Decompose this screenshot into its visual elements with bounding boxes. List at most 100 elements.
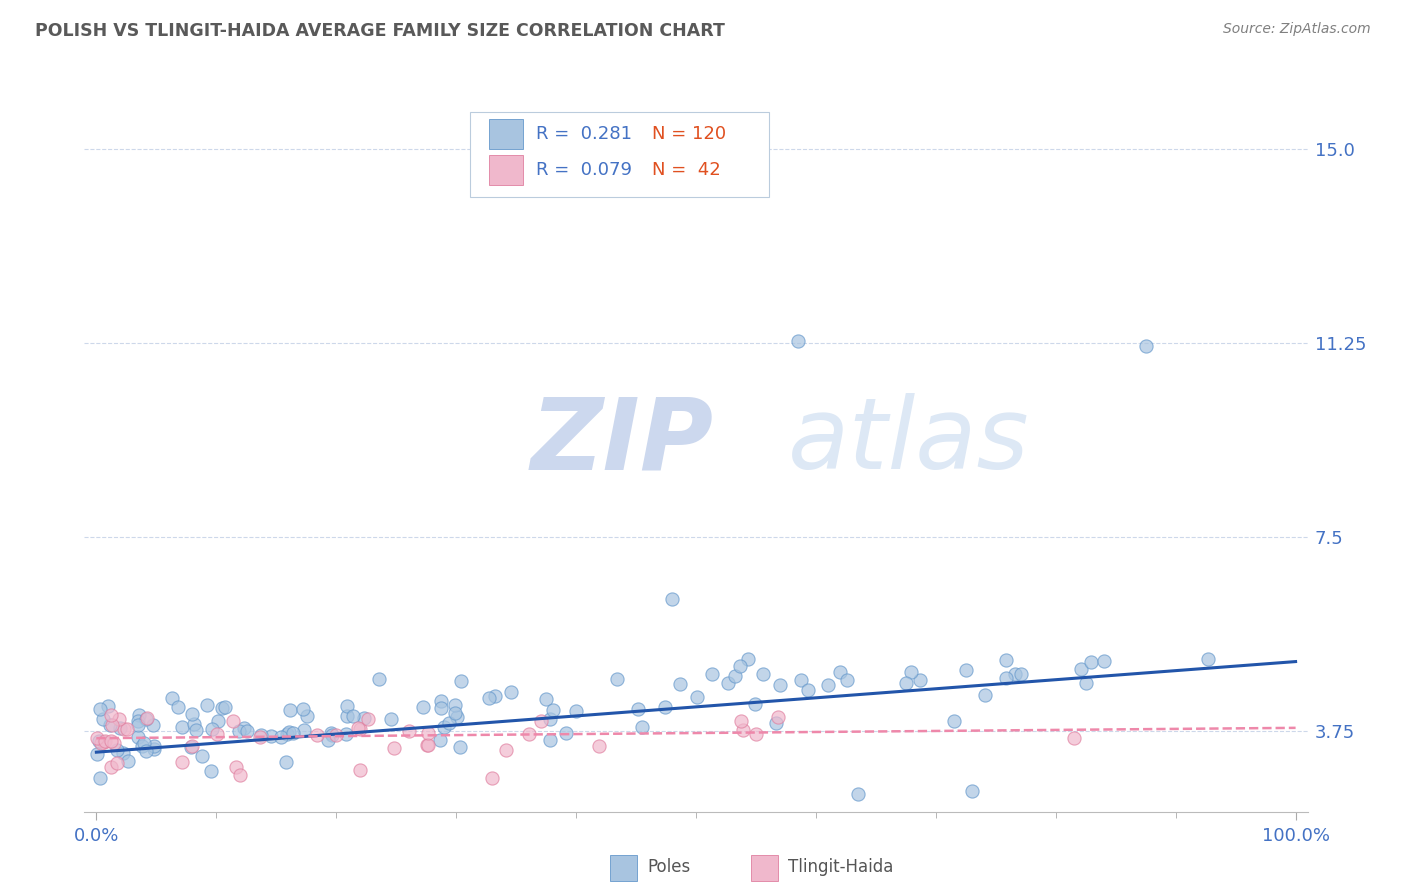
Point <box>325 729 347 743</box>
Point <box>661 592 683 607</box>
Point <box>530 714 553 728</box>
Point <box>100 707 122 722</box>
Bar <box>610 855 637 880</box>
Text: N =  42: N = 42 <box>652 161 721 178</box>
Point <box>1004 666 1026 681</box>
Point <box>353 711 375 725</box>
Point <box>478 691 501 706</box>
Point <box>278 724 301 739</box>
Point <box>737 652 759 666</box>
Text: POLISH VS TLINGIT-HAIDA AVERAGE FAMILY SIZE CORRELATION CHART: POLISH VS TLINGIT-HAIDA AVERAGE FAMILY S… <box>35 22 725 40</box>
Point <box>1063 731 1085 746</box>
Point <box>115 722 138 736</box>
Text: ZIP: ZIP <box>531 393 714 490</box>
Point <box>170 721 193 735</box>
Point <box>201 723 224 737</box>
Point <box>200 764 222 778</box>
Point <box>100 734 122 748</box>
Point <box>143 742 166 756</box>
Point <box>232 722 254 736</box>
FancyBboxPatch shape <box>470 112 769 197</box>
Point <box>180 739 202 754</box>
Point <box>107 756 129 770</box>
Point <box>730 659 752 673</box>
Point <box>398 724 420 739</box>
Point <box>98 718 121 732</box>
Point <box>184 723 207 737</box>
Point <box>654 699 676 714</box>
Point <box>101 718 124 732</box>
Point <box>183 717 205 731</box>
Point <box>837 673 859 687</box>
Point <box>541 703 564 717</box>
Point <box>211 700 233 714</box>
Point <box>127 731 149 745</box>
Point <box>606 673 628 687</box>
Point <box>336 699 359 714</box>
Point <box>846 787 869 801</box>
Point <box>107 712 129 726</box>
Point <box>894 675 917 690</box>
Point <box>135 711 157 725</box>
Point <box>416 738 439 752</box>
Point <box>250 728 273 742</box>
Point <box>276 727 298 741</box>
Text: N = 120: N = 120 <box>652 125 725 144</box>
Point <box>830 665 852 680</box>
Point <box>631 720 654 734</box>
Point <box>481 771 503 785</box>
Point <box>765 716 787 731</box>
Point <box>955 663 977 677</box>
Point <box>769 678 792 692</box>
Point <box>517 727 540 741</box>
Point <box>135 712 157 726</box>
Point <box>412 700 434 714</box>
Point <box>142 718 165 732</box>
Point <box>128 708 150 723</box>
Point <box>744 698 766 712</box>
Bar <box>489 120 523 149</box>
Point <box>433 720 456 734</box>
Point <box>295 708 318 723</box>
Point <box>127 714 149 729</box>
Point <box>205 727 228 741</box>
Point <box>1080 655 1102 669</box>
Point <box>437 716 460 731</box>
Point <box>93 735 115 749</box>
Text: R =  0.079: R = 0.079 <box>536 161 631 178</box>
Point <box>336 709 359 723</box>
Point <box>686 690 709 704</box>
Point <box>430 694 453 708</box>
Point <box>942 714 965 729</box>
Point <box>973 688 995 702</box>
Point <box>1135 339 1157 353</box>
Point <box>700 666 723 681</box>
Text: R =  0.281: R = 0.281 <box>536 125 631 144</box>
Point <box>90 736 112 750</box>
Point <box>668 676 690 690</box>
Point <box>554 725 576 739</box>
Point <box>342 709 364 723</box>
Point <box>444 706 467 720</box>
Point <box>228 723 250 738</box>
Point <box>86 747 108 761</box>
Point <box>790 673 813 687</box>
Point <box>349 764 371 778</box>
Point <box>103 736 125 750</box>
Point <box>817 678 839 692</box>
Point <box>1197 652 1219 666</box>
Point <box>960 784 983 798</box>
Point <box>270 730 292 744</box>
Text: atlas: atlas <box>787 393 1029 490</box>
Point <box>221 714 243 729</box>
Point <box>207 714 229 728</box>
Point <box>93 733 115 747</box>
Text: Source: ZipAtlas.com: Source: ZipAtlas.com <box>1223 22 1371 37</box>
Point <box>1076 676 1098 690</box>
Point <box>235 723 257 738</box>
Point <box>117 754 139 768</box>
Point <box>143 739 166 754</box>
Point <box>260 729 283 743</box>
Point <box>335 727 357 741</box>
Point <box>281 726 304 740</box>
